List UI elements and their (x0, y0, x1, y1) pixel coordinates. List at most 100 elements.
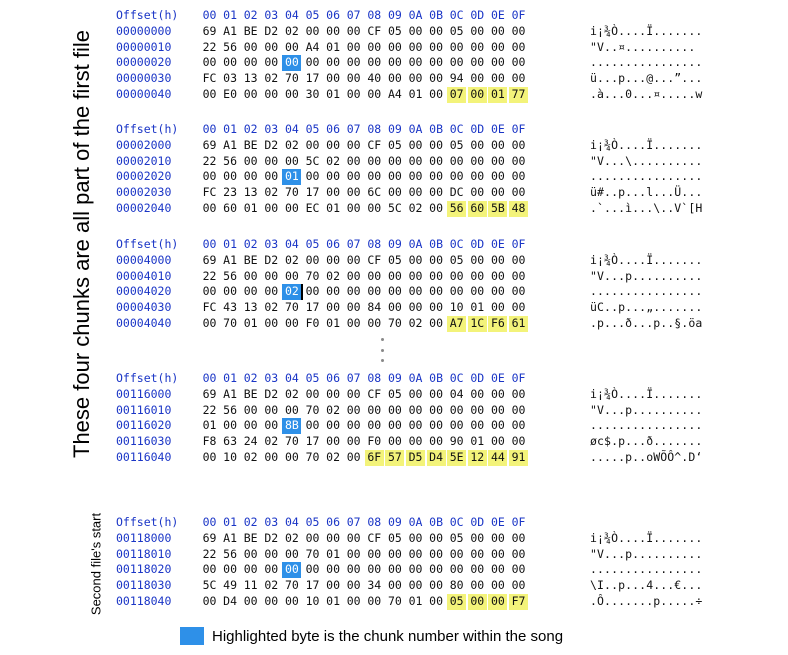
hex-byte[interactable]: 00 (346, 153, 361, 168)
hex-byte[interactable]: 02 (243, 449, 258, 464)
hex-byte[interactable]: 00 (346, 86, 361, 101)
chunk-number-byte[interactable]: 00 (282, 562, 302, 579)
hex-byte[interactable]: 17 (305, 71, 320, 86)
hex-byte[interactable]: 43 (223, 300, 238, 315)
hex-byte[interactable]: 00 (470, 169, 485, 184)
hex-byte[interactable]: BE (243, 252, 258, 267)
hex-byte[interactable]: 02 (264, 434, 279, 449)
hex-byte[interactable]: 00 (490, 252, 505, 267)
hex-byte[interactable]: 00 (264, 268, 279, 283)
hex-byte[interactable]: 00 (408, 402, 423, 417)
hex-byte[interactable]: 00 (408, 185, 423, 200)
hex-byte[interactable]: 00 (429, 593, 444, 608)
hex-byte[interactable]: 00 (305, 530, 320, 545)
hex-byte[interactable]: 00 (367, 315, 382, 330)
hex-byte[interactable]: A1 (223, 137, 238, 152)
hex-byte[interactable]: 00 (223, 169, 238, 184)
hex-byte[interactable]: BE (243, 23, 258, 38)
hex-byte[interactable]: 00 (305, 137, 320, 152)
row-offset[interactable]: 00118030 (116, 578, 172, 593)
hex-byte[interactable]: 90 (449, 434, 464, 449)
hex-byte[interactable]: 00 (490, 55, 505, 70)
highlighted-trailing-byte[interactable]: 5E (447, 449, 467, 466)
row-offset[interactable]: 00116020 (116, 418, 172, 433)
hex-byte[interactable]: 23 (223, 185, 238, 200)
row-offset[interactable]: 00002020 (116, 169, 172, 184)
hex-byte[interactable]: A1 (223, 23, 238, 38)
highlighted-trailing-byte[interactable]: F6 (488, 315, 508, 332)
hex-byte[interactable]: 6C (367, 185, 382, 200)
hex-byte[interactable]: 00 (264, 200, 279, 215)
row-offset[interactable]: 00002000 (116, 137, 172, 152)
hex-byte[interactable]: 00 (490, 23, 505, 38)
hex-byte[interactable]: A4 (305, 39, 320, 54)
hex-byte[interactable]: 00 (264, 169, 279, 184)
hex-byte[interactable]: 00 (429, 252, 444, 267)
hex-byte[interactable]: 63 (223, 434, 238, 449)
hex-byte[interactable]: 00 (470, 284, 485, 299)
ascii-text[interactable]: \I..p...4...€... (590, 578, 703, 593)
hex-byte[interactable]: 01 (202, 418, 217, 433)
chunk-number-byte[interactable]: 01 (282, 169, 302, 186)
hex-byte[interactable]: 00 (387, 284, 402, 299)
hex-byte[interactable]: 00 (449, 153, 464, 168)
hex-byte[interactable]: 00 (449, 55, 464, 70)
hex-byte[interactable]: 00 (449, 268, 464, 283)
hex-byte[interactable]: 00 (408, 284, 423, 299)
hex-byte[interactable]: 00 (490, 530, 505, 545)
ascii-text[interactable]: ................ (590, 562, 703, 577)
hex-byte[interactable]: CF (367, 23, 382, 38)
hex-byte[interactable]: FC (202, 300, 217, 315)
hex-byte[interactable]: 00 (490, 434, 505, 449)
hex-byte[interactable]: 56 (223, 402, 238, 417)
hex-byte[interactable]: 00 (429, 169, 444, 184)
hex-byte[interactable]: 05 (387, 252, 402, 267)
hex-byte[interactable]: 5C (202, 578, 217, 593)
hex-byte[interactable]: 00 (284, 86, 299, 101)
hex-byte[interactable]: 00 (202, 284, 217, 299)
hex-byte[interactable]: 00 (346, 530, 361, 545)
hex-byte[interactable]: 56 (223, 153, 238, 168)
hex-byte[interactable]: 00 (305, 386, 320, 401)
row-offset[interactable]: 00000010 (116, 39, 172, 54)
hex-byte[interactable]: 00 (429, 300, 444, 315)
hex-byte[interactable]: 00 (511, 268, 526, 283)
hex-byte[interactable]: 70 (305, 268, 320, 283)
ascii-text[interactable]: i¡¾Ò....Ï....... (590, 386, 703, 401)
hex-byte[interactable]: 02 (284, 252, 299, 267)
hex-byte[interactable]: 10 (449, 300, 464, 315)
hex-byte[interactable]: 00 (387, 546, 402, 561)
hex-byte[interactable]: 00 (449, 284, 464, 299)
row-offset[interactable]: 00118020 (116, 562, 172, 577)
hex-byte[interactable]: 00 (346, 169, 361, 184)
hex-byte[interactable]: 01 (243, 200, 258, 215)
row-offset[interactable]: 00004000 (116, 252, 172, 267)
hex-byte[interactable]: 00 (408, 71, 423, 86)
hex-byte[interactable]: 00 (387, 562, 402, 577)
hex-byte[interactable]: 00 (511, 39, 526, 54)
hex-byte[interactable]: 69 (202, 137, 217, 152)
hex-byte[interactable]: 00 (490, 402, 505, 417)
hex-byte[interactable]: 00 (264, 418, 279, 433)
hex-byte[interactable]: 01 (326, 315, 341, 330)
hex-byte[interactable]: 00 (346, 23, 361, 38)
hex-byte[interactable]: 00 (284, 268, 299, 283)
hex-byte[interactable]: 00 (387, 402, 402, 417)
hex-byte[interactable]: 02 (284, 23, 299, 38)
hex-byte[interactable]: 56 (223, 39, 238, 54)
hex-byte[interactable]: 70 (223, 315, 238, 330)
hex-byte[interactable]: 00 (326, 578, 341, 593)
hex-byte[interactable]: 00 (429, 39, 444, 54)
hex-byte[interactable]: 00 (408, 434, 423, 449)
hex-byte[interactable]: 01 (326, 200, 341, 215)
hex-byte[interactable]: 00 (305, 284, 320, 299)
highlighted-trailing-byte[interactable]: A7 (447, 315, 467, 332)
hex-byte[interactable]: 00 (408, 530, 423, 545)
hex-byte[interactable]: 00 (511, 185, 526, 200)
hex-byte[interactable]: 00 (511, 137, 526, 152)
hex-byte[interactable]: 70 (305, 402, 320, 417)
hex-byte[interactable]: 00 (264, 593, 279, 608)
hex-byte[interactable]: 02 (284, 137, 299, 152)
hex-byte[interactable]: 00 (511, 402, 526, 417)
hex-byte[interactable]: 00 (346, 300, 361, 315)
